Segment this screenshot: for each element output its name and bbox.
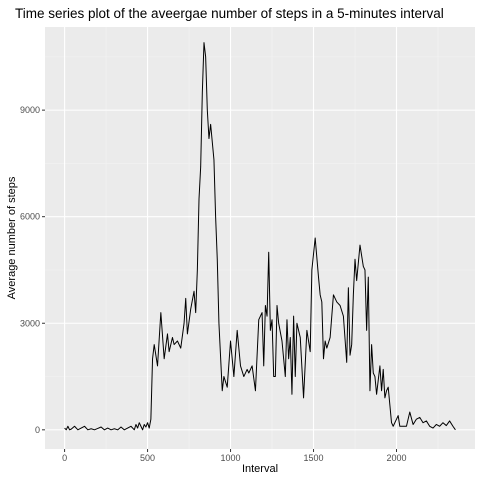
x-tick-label: 1000 bbox=[221, 453, 241, 463]
x-axis-title: Interval bbox=[242, 463, 278, 475]
tick-labels: 0 500 1000 1500 2000 0 3000 6000 9000 bbox=[20, 105, 407, 463]
y-tick-label: 9000 bbox=[20, 105, 40, 115]
series-layer bbox=[64, 42, 456, 431]
x-tick-label: 2000 bbox=[386, 453, 406, 463]
grid-lines bbox=[45, 27, 475, 449]
plot-panel bbox=[45, 27, 475, 449]
x-tick-label: 500 bbox=[140, 453, 155, 463]
steps-series-line bbox=[64, 42, 456, 431]
x-tick-label: 1500 bbox=[304, 453, 324, 463]
y-tick-label: 3000 bbox=[20, 318, 40, 328]
x-tick-label: 0 bbox=[62, 453, 67, 463]
chart-title: Time series plot of the aveergae number … bbox=[15, 6, 444, 21]
y-tick-label: 6000 bbox=[20, 212, 40, 222]
y-tick-label: 0 bbox=[35, 425, 40, 435]
axis-ticks bbox=[42, 109, 398, 452]
y-axis-title: Average number of steps bbox=[6, 176, 18, 299]
